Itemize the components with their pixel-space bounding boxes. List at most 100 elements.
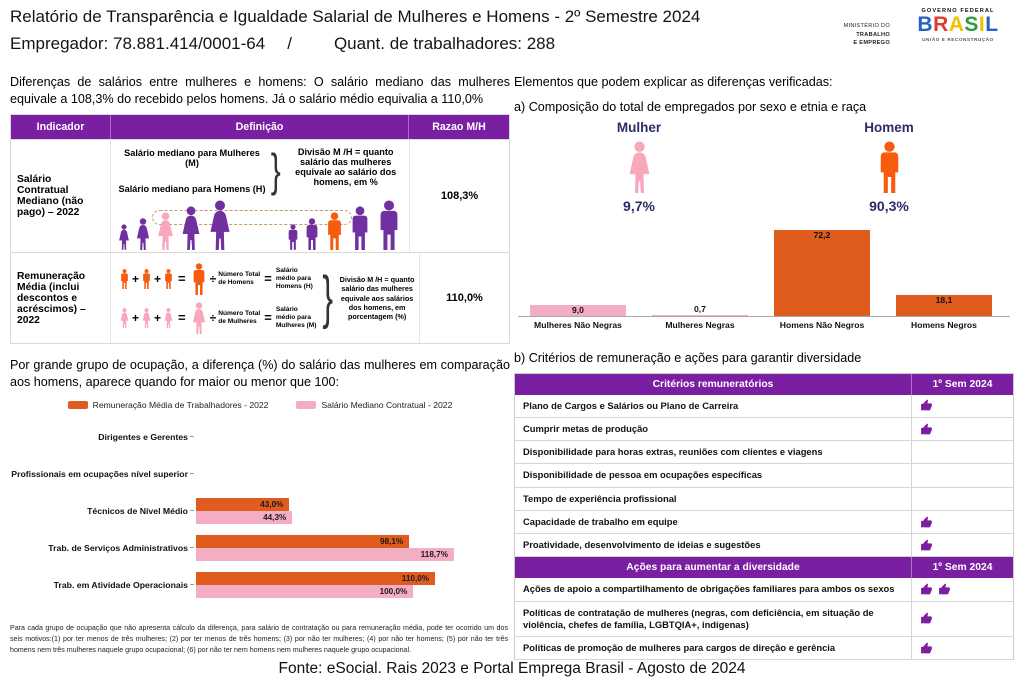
bar-Homens Não Negros	[774, 230, 870, 317]
count-label: Número Total de Homens	[218, 270, 261, 286]
person-female-icon	[192, 302, 205, 334]
person-female-icon	[210, 200, 230, 251]
occupation-bar-chart: Dirigentes e Gerentes Profissionais em oc…	[10, 418, 510, 603]
bar-Salário Mediano Contratual - 2022: 44,3%	[196, 510, 293, 524]
workers-count-label: Quant. de trabalhadores: 288	[333, 34, 556, 53]
criteria-label: Disponibilidade para horas extras, reuni…	[523, 446, 823, 458]
right-column: Elementos que podem explicar as diferenç…	[514, 74, 1014, 661]
criteria-label: Plano de Cargos e Salários ou Plano de C…	[523, 399, 739, 411]
occupation-row: Trab. em Atividade Operacionais 110,0% 100…	[10, 566, 510, 603]
bar-value-label: 72,2	[813, 230, 831, 241]
bar-Homens Negros	[896, 294, 992, 317]
population-pictogram	[117, 198, 403, 251]
person-female-icon	[158, 212, 173, 251]
section-title: Critérios remuneratórios	[652, 378, 774, 390]
occupation-bars: 110,0% 100,0%	[196, 571, 510, 598]
composition-bar-chart: 9,0 Mulheres Não Negras 0,7 Mulheres Negras…	[514, 216, 1014, 342]
occupation-label: Técnicos de Nível Médio	[87, 505, 188, 516]
median-women-label: Salário mediano para Mulheres (M)	[124, 148, 260, 169]
thumb-up-icon	[921, 516, 932, 527]
person-female-icon	[136, 218, 150, 251]
person-female-icon	[164, 307, 173, 328]
men-percentage: 90,3%	[869, 198, 909, 215]
definition-cell: + + = ÷ Número Total de Homens = Salário médio…	[111, 253, 419, 343]
table-row-median-salary: Salário Contratual Mediano (não pago) – …	[11, 139, 509, 253]
woman-icon	[629, 141, 649, 194]
person-female-icon	[142, 307, 151, 328]
indicator-name: Remuneração Média (inclui descontos e ac…	[11, 253, 111, 344]
gov-logo-top-text: GOVERNO FEDERAL	[921, 8, 995, 14]
employer-line: Empregador: 78.881.414/0001-64 / Quant. de…	[10, 34, 555, 54]
criteria-title: b) Critérios de remuneração e ações para…	[514, 351, 862, 366]
women-label: Mulher	[616, 120, 662, 136]
criteria-marks	[911, 578, 1013, 601]
occupation-label: Trab. em Atividade Operacionais	[53, 579, 188, 590]
women-block: Mulher 9,7%	[514, 120, 764, 214]
occupation-bars: 43,0% 44,3%	[196, 497, 510, 524]
gov-federal-logo: GOVERNO FEDERAL BRASIL UNIÃO E RECONSTRU…	[908, 8, 1008, 42]
person-male-icon	[380, 200, 398, 251]
category-label: Homens Negros	[911, 320, 977, 331]
indicator-table: Indicador Definição Razao M/H Salário Co…	[10, 114, 510, 345]
criteria-label: Capacidade de trabalho em equipe	[523, 515, 678, 527]
axis-tick	[190, 547, 194, 549]
women-percentage: 9,7%	[623, 198, 655, 215]
bar-Mulheres Negras	[652, 314, 748, 317]
thumb-up-icon	[939, 583, 950, 595]
criteria-marks	[911, 601, 1013, 637]
criteria-section-header: Critérios remuneratórios 1º Sem 2024	[515, 373, 1013, 395]
legend-swatch	[296, 401, 317, 410]
thumb-up-icon	[921, 423, 932, 435]
occupation-row: Técnicos de Nível Médio 43,0% 44,3%	[10, 492, 510, 529]
thumb-up-icon	[921, 612, 932, 624]
thumb-up-icon	[921, 583, 932, 595]
indicator-table-header: Indicador Definição Razao M/H	[11, 115, 509, 140]
criteria-marks	[911, 441, 1013, 464]
brasil-letter: B	[917, 13, 934, 36]
bar-value-label: 9,0	[572, 305, 584, 316]
axis-tick	[190, 473, 194, 475]
bar-value-label: 18,1	[935, 294, 953, 305]
salary-difference-intro: Diferenças de salários entre mulheres e …	[10, 75, 510, 106]
person-male-icon	[306, 218, 318, 251]
person-male-icon	[288, 224, 298, 251]
chart-legend: Remuneração Média de Trabalhadores - 202…	[10, 400, 510, 410]
brasil-letter: R	[933, 13, 949, 36]
median-connector-box	[152, 210, 352, 226]
criteria-label: Proatividade, desenvolvimento de ideias …	[523, 539, 761, 551]
bar-Salário Mediano Contratual - 2022: 118,7%	[196, 547, 454, 561]
criteria-label: Ações de apoio a compartilhamento de obr…	[523, 583, 895, 595]
legend-item: Remuneração Média de Trabalhadores - 202…	[67, 400, 269, 411]
criteria-label: Tempo de experiência profissional	[523, 492, 677, 504]
occupation-label: Trab. de Serviços Administrativos	[48, 542, 188, 553]
formula-row-male: + + = ÷ Número Total de Homens = Salário médio…	[119, 263, 318, 295]
column-header: Razao M/H	[432, 121, 486, 134]
criteria-label: Disponibilidade de pessoa em ocupações e…	[523, 469, 763, 481]
legend-label: Remuneração Média de Trabalhadores - 202…	[92, 400, 269, 411]
definition-cell: Salário mediano para Mulheres (M) Salári…	[111, 140, 409, 252]
occupation-label: Dirigentes e Gerentes	[98, 431, 188, 442]
elements-title: Elementos que podem explicar as diferenç…	[514, 75, 833, 89]
ratio-value: 108,3%	[409, 140, 509, 253]
axis-tick	[190, 436, 194, 438]
period-label: 1º Sem 2024	[911, 373, 1013, 395]
criteria-row: Cumprir metas de produção	[515, 418, 1013, 442]
criteria-marks	[911, 637, 1013, 660]
criteria-marks	[911, 464, 1013, 487]
criteria-row: Plano de Cargos e Salários ou Plano de C…	[515, 394, 1013, 419]
occupation-row: Profissionais em ocupações nível superio…	[10, 455, 510, 492]
division-note: Divisão M /H = quanto salário das mulher…	[339, 274, 415, 322]
division-note: Divisão M /H = quanto salário das mulher…	[295, 147, 397, 188]
brasil-letter: I	[978, 13, 986, 36]
formula-row-female: + + = ÷ Número Total de Mulheres = Salário méd…	[119, 302, 318, 334]
count-label: Número Total de Mulheres	[218, 309, 261, 325]
criteria-label: Políticas de contratação de mulheres (ne…	[523, 606, 874, 630]
axis-tick	[190, 584, 194, 586]
salary-label: Salário médio para Homens (H)	[275, 266, 313, 290]
bar-Remuneração Média de Trabalhadores - 2022: 98,1%	[196, 534, 410, 548]
men-label: Homem	[864, 120, 914, 136]
bar-Remuneração Média de Trabalhadores - 2022: 43,0%	[196, 497, 290, 511]
person-male-icon	[328, 212, 341, 251]
criteria-label: Políticas de promoção de mulheres para c…	[523, 642, 836, 654]
ministry-line: MINISTÉRIO DO	[843, 23, 890, 29]
